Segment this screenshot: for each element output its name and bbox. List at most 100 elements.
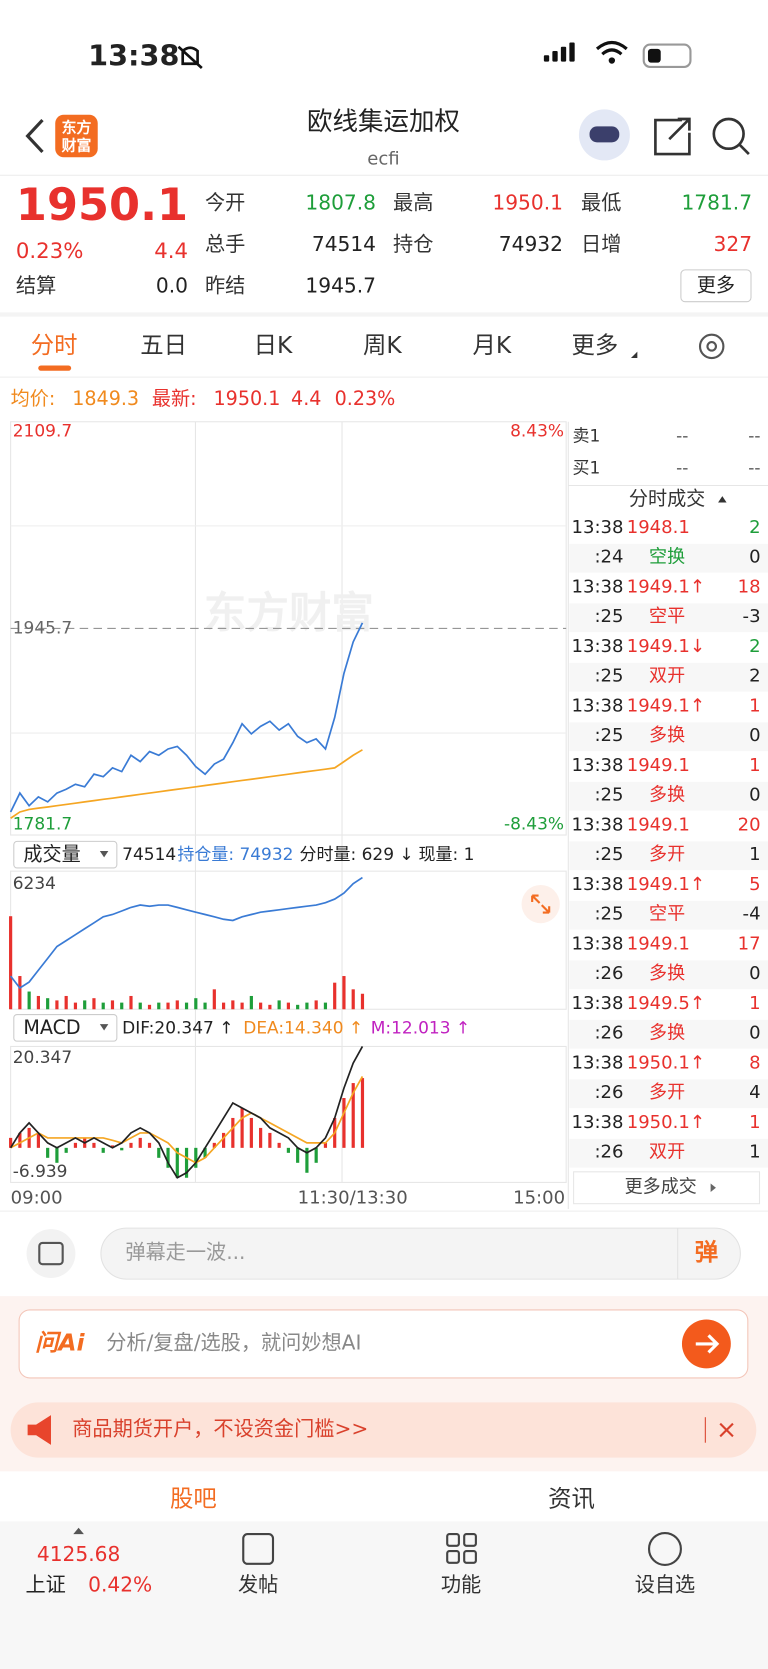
trade-time: 13:38 bbox=[571, 755, 623, 776]
volume-bar bbox=[55, 1000, 59, 1010]
search-button[interactable] bbox=[712, 117, 745, 151]
post-icon bbox=[242, 1533, 275, 1565]
dif-label: DIF:20.347 ↑ bbox=[122, 1018, 233, 1038]
ai-input[interactable] bbox=[18, 1309, 749, 1379]
trade-delta: 0 bbox=[749, 547, 760, 568]
section-tab[interactable]: 股吧 bbox=[170, 1485, 217, 1513]
field-value: 74514 bbox=[312, 232, 376, 256]
trade-delta: 0 bbox=[749, 785, 760, 806]
trade-delta: -3 bbox=[743, 606, 761, 627]
sort-caret bbox=[718, 496, 727, 503]
more-caret bbox=[710, 1183, 716, 1192]
settings-hub bbox=[706, 341, 718, 352]
index-name: 上证 bbox=[25, 1573, 65, 1597]
tab[interactable]: 日K bbox=[254, 331, 293, 359]
volume-bar bbox=[259, 1002, 263, 1010]
trade-sub-row bbox=[569, 1138, 768, 1168]
comment-input[interactable] bbox=[100, 1227, 741, 1280]
status-time: 13:38 bbox=[88, 38, 179, 72]
comment-icon-bg[interactable] bbox=[26, 1229, 76, 1279]
trade-qty: 8 bbox=[749, 1052, 760, 1073]
close-banner[interactable] bbox=[719, 1422, 734, 1438]
trade-kind: 双开 bbox=[649, 666, 685, 687]
trade-kind: 多换 bbox=[649, 963, 685, 984]
volume-bar bbox=[120, 1002, 124, 1010]
trade-qty: 5 bbox=[749, 874, 760, 895]
selector-caret bbox=[99, 1024, 109, 1031]
volume-bar bbox=[46, 998, 50, 1010]
tab[interactable]: 五日 bbox=[140, 331, 187, 359]
promo-banner[interactable] bbox=[10, 1402, 757, 1458]
wifi-icon bbox=[595, 40, 628, 56]
macd-bar bbox=[249, 1117, 253, 1148]
trade-price: 1950.1↑ bbox=[627, 1052, 705, 1073]
macd-bar bbox=[9, 1137, 13, 1148]
macd-bar bbox=[129, 1142, 133, 1148]
trade-qty: 2 bbox=[749, 517, 760, 538]
macd-bar bbox=[110, 1145, 115, 1148]
trade-price: 1948.1 bbox=[627, 517, 690, 538]
tab[interactable]: 更多 bbox=[571, 331, 618, 359]
macd-bar bbox=[64, 1147, 68, 1153]
volume-bar bbox=[175, 1000, 179, 1010]
macd-bar bbox=[314, 1147, 318, 1163]
search-handle bbox=[738, 143, 750, 155]
tab[interactable]: 分时 bbox=[31, 331, 78, 359]
last-volume-label: 现量: 1 bbox=[419, 845, 475, 865]
macd-label: M:12.013 ↑ bbox=[371, 1018, 470, 1038]
macd-bar bbox=[323, 1142, 328, 1148]
book-price: -- bbox=[676, 427, 688, 447]
signal-bar bbox=[543, 55, 550, 62]
index-value[interactable]: 4125.68 bbox=[37, 1542, 120, 1566]
trades-title: 分时成交 bbox=[629, 487, 705, 510]
volume-bar bbox=[333, 982, 337, 1010]
volume-bar bbox=[157, 1002, 161, 1010]
trade-seconds: :25 bbox=[594, 904, 623, 925]
nav-background bbox=[0, 1521, 768, 1669]
trade-kind: 空平 bbox=[649, 606, 685, 627]
volume-bar bbox=[147, 1004, 152, 1010]
signal-bar bbox=[552, 50, 558, 62]
megaphone-icon bbox=[27, 1415, 51, 1445]
field-value: 1950.1 bbox=[492, 190, 563, 214]
section-tab[interactable]: 资讯 bbox=[548, 1485, 595, 1513]
volume-bar bbox=[9, 916, 13, 1010]
selector-box[interactable] bbox=[13, 840, 118, 869]
trade-time: 13:38 bbox=[571, 1052, 623, 1073]
field-label: 日增 bbox=[581, 232, 621, 256]
more-trades-button[interactable] bbox=[573, 1171, 761, 1205]
tab[interactable]: 周K bbox=[363, 331, 402, 359]
volume-bar bbox=[323, 1002, 328, 1010]
macd-bar bbox=[18, 1132, 22, 1148]
tab[interactable]: 月K bbox=[472, 331, 511, 359]
page-title: 欧线集运加权 bbox=[307, 107, 460, 137]
selector-box[interactable] bbox=[13, 1014, 118, 1042]
back-button[interactable] bbox=[25, 118, 44, 154]
share-button[interactable] bbox=[654, 117, 691, 156]
danmaku-button[interactable]: 弹 bbox=[695, 1238, 718, 1266]
more-button[interactable] bbox=[680, 269, 752, 303]
macd-bar bbox=[194, 1147, 198, 1168]
trade-price: 1950.1↑ bbox=[627, 1112, 705, 1133]
trade-kind: 多开 bbox=[649, 844, 685, 865]
expand-button[interactable] bbox=[521, 884, 560, 924]
nav-item[interactable]: 发帖 bbox=[238, 1573, 278, 1597]
price-line bbox=[9, 622, 364, 813]
change-percent-value: 0.23% bbox=[335, 387, 396, 410]
macd-bar bbox=[240, 1107, 244, 1148]
nav-item[interactable]: 设自选 bbox=[635, 1573, 696, 1597]
trade-kind: 多换 bbox=[649, 1023, 685, 1044]
nav-item[interactable]: 功能 bbox=[441, 1573, 481, 1597]
trade-qty: 1 bbox=[749, 993, 760, 1014]
macd-bar bbox=[120, 1147, 124, 1151]
field-label: 最高 bbox=[393, 190, 433, 214]
settings-button[interactable] bbox=[698, 333, 725, 360]
volume-bar bbox=[101, 1002, 105, 1010]
pct-axis-min: -8.43% bbox=[504, 814, 564, 834]
last-value: 1950.1 bbox=[214, 387, 281, 410]
trade-kind: 空平 bbox=[649, 904, 685, 925]
trade-sub-row bbox=[569, 960, 768, 990]
volume-bar bbox=[18, 976, 22, 1010]
macd-bar bbox=[259, 1127, 263, 1148]
